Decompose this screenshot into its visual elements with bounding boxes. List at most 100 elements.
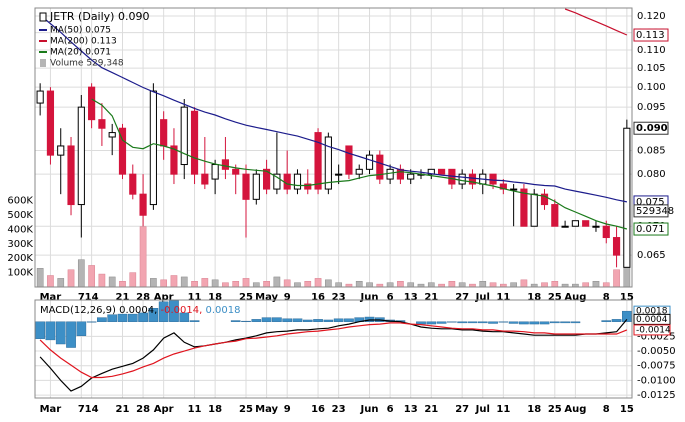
candle-body xyxy=(458,173,466,185)
volume-bar xyxy=(150,278,157,288)
candle-body xyxy=(221,159,230,170)
candle-body xyxy=(582,220,590,227)
x-tick-label: 8 xyxy=(603,292,610,303)
macd-histogram-bar xyxy=(416,321,426,325)
macd-histogram-bar xyxy=(313,319,323,322)
macd-histogram-bar xyxy=(426,321,437,325)
candle-body xyxy=(396,168,404,180)
legend-label: MACD(12,26,9) xyxy=(40,305,116,316)
candle-body xyxy=(623,127,631,268)
candle-body xyxy=(201,173,209,185)
x-tick-label: Jun xyxy=(360,404,379,415)
x-tick-label: Jul xyxy=(475,292,490,303)
volume-tick-label: 500K xyxy=(7,210,33,221)
volume-bar xyxy=(98,273,106,288)
volume-bar xyxy=(592,280,600,288)
x-tick-label: 15 xyxy=(620,404,634,415)
x-tick-label: 18 xyxy=(527,292,541,303)
x-tick-label: 13 xyxy=(404,404,418,415)
volume-bar xyxy=(191,280,198,288)
candle-body xyxy=(149,90,157,206)
candle-body xyxy=(551,204,559,227)
volume-bar xyxy=(273,276,281,288)
x-tick-label: 27 xyxy=(455,292,469,303)
legend-icon xyxy=(39,12,47,22)
y-tick-label: 0.105 xyxy=(637,63,666,74)
legend: MACD(12,26,9) 0.0004, -0.0014, 0.0018 xyxy=(40,305,240,316)
volume-tick-label: 100K xyxy=(7,268,33,279)
x-tick-label: Aug xyxy=(564,404,586,415)
x-tick-label: 6 xyxy=(387,404,394,415)
candle-body xyxy=(252,173,260,200)
volume-bar xyxy=(602,282,610,288)
candle-body xyxy=(118,127,127,175)
volume-bar xyxy=(36,268,44,288)
last-value-label: 529348 xyxy=(636,206,674,217)
x-tick-label: 28 xyxy=(136,404,150,415)
volume-bar xyxy=(211,279,219,288)
volume-bar xyxy=(407,282,415,288)
macd-histogram-bar xyxy=(272,317,282,322)
last-value-label: 0.075 xyxy=(636,197,665,208)
candle-body xyxy=(57,145,65,156)
volume-bar xyxy=(448,280,456,288)
macd-histogram-bar xyxy=(138,312,148,322)
candle-body xyxy=(468,173,477,185)
volume-bar xyxy=(427,282,435,288)
moving-average-line xyxy=(91,98,628,230)
x-tick-label: 11 xyxy=(496,292,510,303)
macd-histogram-bar xyxy=(539,321,550,325)
y-tick-label: -0.0050 xyxy=(637,346,676,357)
y-tick-label: 0.095 xyxy=(637,102,666,113)
x-tick-label: 9 xyxy=(284,292,291,303)
volume-bar xyxy=(479,280,487,288)
last-value-tag: 529348 xyxy=(633,204,674,218)
y-tick-label: 0.065 xyxy=(637,250,666,261)
candle-body xyxy=(139,193,147,216)
macd-histogram-bar xyxy=(107,314,118,322)
legend-label: Volume 529,348 xyxy=(50,59,124,69)
candle-body xyxy=(170,145,178,175)
x-tick-label: 14 xyxy=(85,404,99,415)
y-tick-label: 0.080 xyxy=(637,169,666,180)
macd-histogram-bar xyxy=(560,321,570,324)
macd-histogram-bar xyxy=(498,321,509,323)
candle-body xyxy=(67,145,75,206)
volume-bar xyxy=(222,282,229,288)
candle-body xyxy=(365,154,374,170)
volume-bar xyxy=(314,278,322,288)
last-value-box xyxy=(633,28,669,42)
volume-bar xyxy=(366,282,373,288)
x-tick-label: 27 xyxy=(455,404,469,415)
macd-histogram-bar xyxy=(55,321,66,345)
candle-body xyxy=(386,168,394,180)
x-tick-label: May xyxy=(255,292,278,303)
last-value-tag: 0.071 xyxy=(633,222,669,236)
last-value-label: -0.0014 xyxy=(636,325,671,335)
volume-bar xyxy=(263,280,270,288)
macd-histogram-bar xyxy=(344,318,354,322)
macd-histogram-bar xyxy=(457,321,467,324)
legend-label: MA(200) 0.113 xyxy=(50,37,117,47)
macd-histogram-bar xyxy=(35,321,45,339)
candle-body xyxy=(530,193,538,227)
x-tick-label: 18 xyxy=(527,404,541,415)
legend-label: -0.0014, xyxy=(161,305,203,316)
x-tick-label: Jun xyxy=(360,292,379,303)
candle-body xyxy=(407,173,415,180)
x-tick-label: Mar xyxy=(40,292,62,303)
macd-histogram-bar xyxy=(447,321,457,323)
volume-bar xyxy=(119,280,126,288)
candle-body xyxy=(242,173,250,200)
candle-body xyxy=(77,106,85,206)
macd-histogram-bar xyxy=(169,300,179,322)
candle-body xyxy=(561,225,569,228)
candle-body xyxy=(46,90,55,156)
volume-bar xyxy=(520,279,528,288)
volume-bar xyxy=(129,272,137,288)
macd-histogram-bar xyxy=(467,321,478,324)
volume-bar xyxy=(458,282,466,288)
candle-body xyxy=(510,188,518,191)
x-tick-label: 23 xyxy=(332,404,346,415)
macd-histogram-bar xyxy=(436,321,447,324)
